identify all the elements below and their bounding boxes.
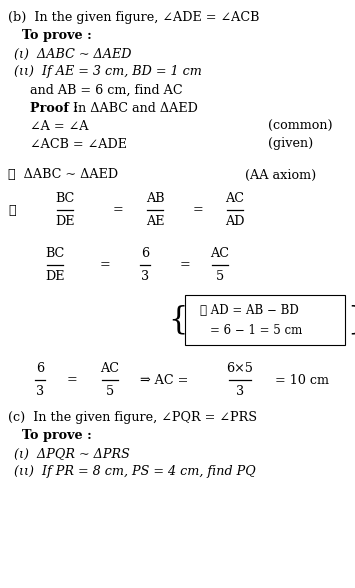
Text: AE: AE xyxy=(146,215,164,228)
Text: =: = xyxy=(67,373,77,386)
Text: 6: 6 xyxy=(141,248,149,260)
Text: {: { xyxy=(169,305,188,336)
Text: = 6 − 1 = 5 cm: = 6 − 1 = 5 cm xyxy=(210,323,302,336)
Text: (c)  In the given figure, ∠PQR = ∠PRS: (c) In the given figure, ∠PQR = ∠PRS xyxy=(8,412,257,425)
Text: ⇒ AC =: ⇒ AC = xyxy=(140,373,189,386)
Text: =: = xyxy=(113,203,124,216)
Text: (ιι)  If AE = 3 cm, BD = 1 cm: (ιι) If AE = 3 cm, BD = 1 cm xyxy=(14,65,202,79)
Text: To prove :: To prove : xyxy=(22,29,92,42)
Text: (ιι)  If PR = 8 cm, PS = 4 cm, find PQ: (ιι) If PR = 8 cm, PS = 4 cm, find PQ xyxy=(14,466,256,479)
Text: DE: DE xyxy=(45,269,65,283)
Text: To prove :: To prove : xyxy=(22,429,92,443)
Text: 6: 6 xyxy=(36,362,44,376)
Text: (ι)  ΔPQR ~ ΔPRS: (ι) ΔPQR ~ ΔPRS xyxy=(14,447,130,460)
Text: 3: 3 xyxy=(236,385,244,397)
Text: 5: 5 xyxy=(106,385,114,397)
Text: and AB = 6 cm, find AC: and AB = 6 cm, find AC xyxy=(30,83,182,96)
Text: Proof :: Proof : xyxy=(30,102,78,115)
Text: 6×5: 6×5 xyxy=(226,362,253,376)
Text: ∴  ΔABC ~ ΔAED: ∴ ΔABC ~ ΔAED xyxy=(8,169,118,182)
Text: ∠ACB = ∠ADE: ∠ACB = ∠ADE xyxy=(30,138,127,151)
Text: =: = xyxy=(100,259,110,272)
Text: (ι)  ΔABC ~ ΔAED: (ι) ΔABC ~ ΔAED xyxy=(14,48,131,61)
Text: (given): (given) xyxy=(268,138,313,151)
Text: BC: BC xyxy=(55,192,75,205)
Text: AC: AC xyxy=(100,362,120,376)
Text: AB: AB xyxy=(146,192,164,205)
Text: }: } xyxy=(347,305,355,336)
Text: AD: AD xyxy=(225,215,245,228)
Text: =: = xyxy=(180,259,190,272)
Text: In ΔABC and ΔAED: In ΔABC and ΔAED xyxy=(69,102,197,115)
Text: 3: 3 xyxy=(141,269,149,283)
Text: 3: 3 xyxy=(36,385,44,397)
Text: BC: BC xyxy=(45,248,65,260)
Text: (AA axiom): (AA axiom) xyxy=(245,169,316,182)
Text: ∠A = ∠A: ∠A = ∠A xyxy=(30,119,88,132)
Text: (common): (common) xyxy=(268,119,333,132)
Text: AC: AC xyxy=(225,192,245,205)
Bar xyxy=(185,295,345,345)
Text: DE: DE xyxy=(55,215,75,228)
Text: ∴: ∴ xyxy=(8,203,16,216)
Text: (b)  In the given figure, ∠ADE = ∠ACB: (b) In the given figure, ∠ADE = ∠ACB xyxy=(8,12,260,25)
Text: = 10 cm: = 10 cm xyxy=(275,373,329,386)
Text: 5: 5 xyxy=(216,269,224,283)
Text: AC: AC xyxy=(211,248,229,260)
Text: ∴ AD = AB − BD: ∴ AD = AB − BD xyxy=(200,303,299,316)
Text: =: = xyxy=(193,203,203,216)
